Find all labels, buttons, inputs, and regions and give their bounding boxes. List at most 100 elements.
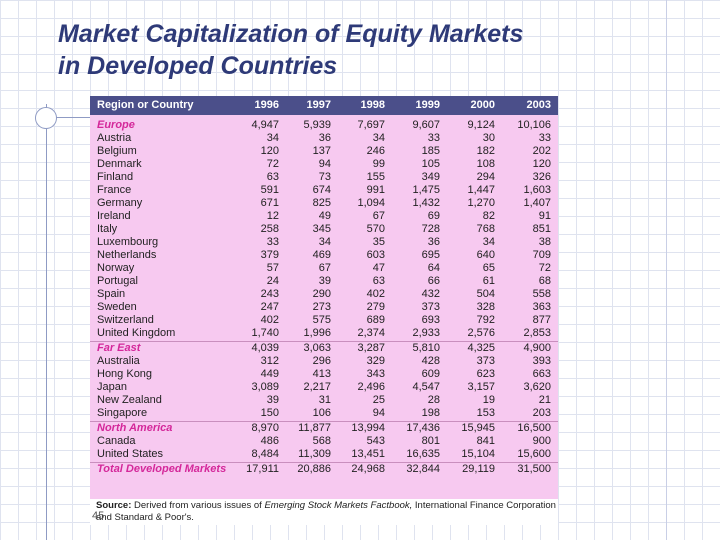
table-cell: 99 [372, 158, 385, 170]
table-cell: 5,810 [412, 342, 440, 354]
table-cell: 33 [427, 132, 440, 144]
table-cell: 57 [266, 262, 279, 274]
table-cell: 246 [366, 145, 385, 157]
table-cell: 671 [260, 197, 279, 209]
table-cell: 150 [260, 407, 279, 419]
row-label: Denmark [97, 158, 142, 170]
table-cell: 8,970 [251, 422, 279, 434]
table-cell: 801 [421, 435, 440, 447]
table-cell: 640 [476, 249, 495, 261]
source-note: Source: Derived from various issues of E… [96, 500, 566, 524]
table-cell: 94 [318, 158, 331, 170]
table-cell: 841 [476, 435, 495, 447]
table-cell: 428 [421, 355, 440, 367]
table-cell: 329 [366, 355, 385, 367]
row-label: Hong Kong [97, 368, 153, 380]
table-cell: 1,432 [412, 197, 440, 209]
row-label: Spain [97, 288, 126, 300]
table-cell: 68 [538, 275, 551, 287]
table-cell: 31 [318, 394, 331, 406]
table-cell: 3,287 [357, 342, 385, 354]
table-cell: 33 [538, 132, 551, 144]
table-cell: 12 [266, 210, 279, 222]
table-cell: 709 [532, 249, 551, 261]
table-cell: 432 [421, 288, 440, 300]
table-cell: 65 [482, 262, 495, 274]
row-label: Japan [97, 381, 127, 393]
table-cell: 504 [476, 288, 495, 300]
table-cell: 108 [476, 158, 495, 170]
total-divider [90, 462, 558, 463]
table-cell: 9,124 [467, 119, 495, 131]
table-cell: 609 [421, 368, 440, 380]
header-cell-year: 1997 [306, 99, 331, 111]
row-label: Portugal [97, 275, 138, 287]
table-cell: 568 [312, 435, 331, 447]
table-cell: 2,496 [357, 381, 385, 393]
table-cell: 312 [260, 355, 279, 367]
table-cell: 82 [482, 210, 495, 222]
row-label: Finland [97, 171, 134, 183]
decorative-circle [35, 107, 57, 129]
table-cell: 67 [372, 210, 385, 222]
row-label: Far East [97, 342, 141, 354]
table-cell: 67 [318, 262, 331, 274]
table-cell: 326 [532, 171, 551, 183]
table-cell: 2,853 [523, 327, 551, 339]
row-label: Europe [97, 119, 135, 131]
table-cell: 4,947 [251, 119, 279, 131]
table-cell: 393 [532, 355, 551, 367]
table-cell: 379 [260, 249, 279, 261]
table-cell: 34 [482, 236, 495, 248]
table-cell: 19 [482, 394, 495, 406]
table-cell: 8,484 [251, 448, 279, 460]
source-box [90, 499, 558, 525]
row-label: Germany [97, 197, 143, 209]
table-cell: 373 [476, 355, 495, 367]
page-title: Market Capitalization of Equity Markets … [58, 18, 658, 82]
source-text-a: Derived from various issues of [134, 500, 262, 511]
table-cell: 13,994 [351, 422, 385, 434]
table-cell: 279 [366, 301, 385, 313]
table-cell: 49 [318, 210, 331, 222]
table-cell: 1,447 [467, 184, 495, 196]
row-label: Norway [97, 262, 135, 274]
table-cell: 1,475 [412, 184, 440, 196]
table-cell: 900 [532, 435, 551, 447]
table-cell: 72 [266, 158, 279, 170]
table-cell: 91 [538, 210, 551, 222]
table-cell: 768 [476, 223, 495, 235]
table-cell: 73 [318, 171, 331, 183]
table-cell: 38 [538, 236, 551, 248]
table-cell: 294 [476, 171, 495, 183]
row-label: North America [97, 422, 173, 434]
table-cell: 4,325 [467, 342, 495, 354]
row-label: Singapore [97, 407, 148, 419]
row-label: United States [97, 448, 164, 460]
table-cell: 5,939 [303, 119, 331, 131]
header-cell-year: 2003 [526, 99, 551, 111]
table-cell: 792 [476, 314, 495, 326]
table-cell: 349 [421, 171, 440, 183]
table-cell: 185 [421, 145, 440, 157]
header-cell-year: 1999 [415, 99, 440, 111]
row-label: Belgium [97, 145, 137, 157]
table-cell: 15,945 [461, 422, 495, 434]
table-cell: 137 [312, 145, 331, 157]
table-cell: 34 [372, 132, 385, 144]
table-cell: 15,600 [517, 448, 551, 460]
table-cell: 155 [366, 171, 385, 183]
table-cell: 373 [421, 301, 440, 313]
table-cell: 16,635 [406, 448, 440, 460]
table-cell: 851 [532, 223, 551, 235]
table-cell: 17,911 [246, 463, 279, 475]
table-cell: 3,063 [303, 342, 331, 354]
row-label: Luxembourg [97, 236, 159, 248]
table-cell: 877 [532, 314, 551, 326]
table-cell: 202 [532, 145, 551, 157]
section-divider [90, 421, 558, 422]
table-cell: 20,886 [297, 463, 331, 475]
table-header-row [90, 96, 558, 115]
table-cell: 1,270 [467, 197, 495, 209]
table-cell: 469 [312, 249, 331, 261]
